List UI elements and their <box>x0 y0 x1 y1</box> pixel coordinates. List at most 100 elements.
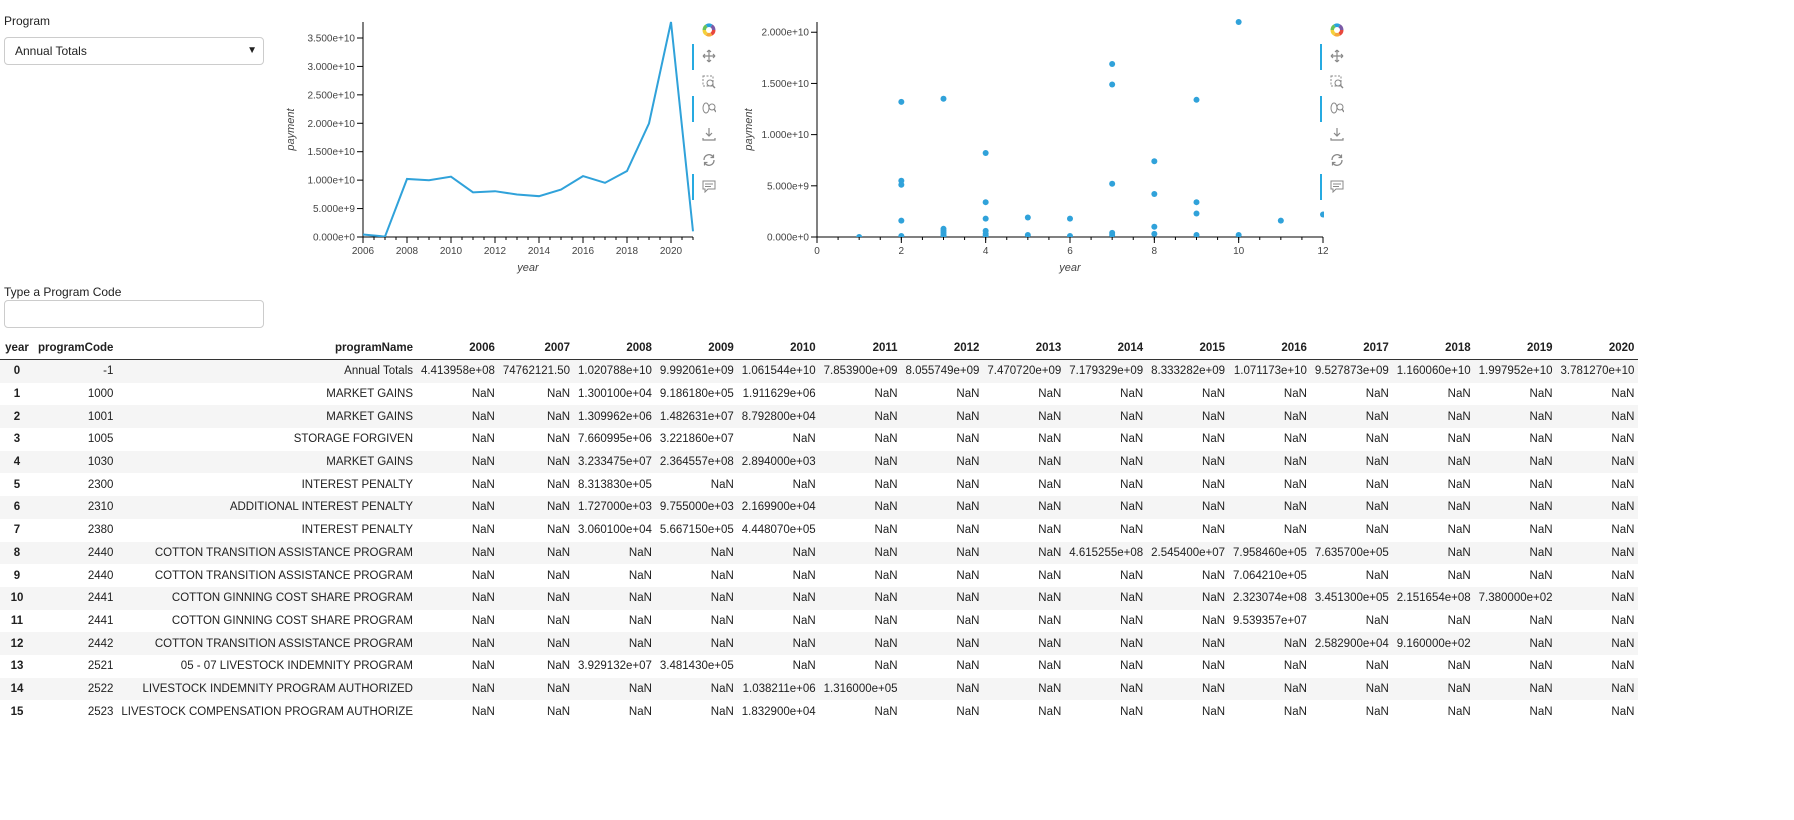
row-index: 15 <box>10 705 24 718</box>
column-header-2008[interactable]: 2008 <box>574 337 656 360</box>
table-cell: NaN <box>956 433 980 446</box>
scatter-chart[interactable]: 0 2 4 6 8 10 12 0.000e+0 5.000e+9 1.000e+10 1.500e… <box>738 12 1328 280</box>
line-chart[interactable]: 2006 2008 2010 2012 2014 2016 2018 2020 0.000e+0… <box>280 12 700 280</box>
table-cell: NaN <box>547 433 571 446</box>
row-index: 5 <box>13 478 21 491</box>
data-table[interactable]: year programCode programName 2006 2007 2008 20… <box>0 337 1794 820</box>
table-cell: NaN <box>628 569 652 582</box>
y-tick-label: 5.000e+9 <box>313 204 355 215</box>
column-header-2018[interactable]: 2018 <box>1392 337 1475 360</box>
table-cell: NaN <box>1611 410 1635 423</box>
table-cell: NaN <box>628 614 652 627</box>
table-cell: 1.061544e+10 <box>741 365 816 378</box>
scatter-point <box>1151 158 1158 165</box>
table-cell: NaN <box>471 524 495 537</box>
column-header-2020[interactable]: 2020 <box>1556 337 1639 360</box>
column-header-programName[interactable]: programName <box>117 337 417 360</box>
pan-icon[interactable] <box>1320 44 1350 70</box>
scatter-point <box>940 95 947 102</box>
table-cell: 2.582900e+04 <box>1314 637 1389 650</box>
row-index: 7 <box>13 524 21 537</box>
column-header-2007[interactable]: 2007 <box>498 337 575 360</box>
x-tick-label: 2014 <box>528 246 551 257</box>
wheel-zoom-icon[interactable] <box>1320 96 1350 122</box>
table-cell: NaN <box>547 637 571 650</box>
column-header-2016[interactable]: 2016 <box>1229 337 1311 360</box>
x-tick-label: 6 <box>1067 246 1073 257</box>
column-header-2012[interactable]: 2012 <box>901 337 984 360</box>
chevron-down-icon[interactable]: ▼ <box>247 45 257 56</box>
scatter-point <box>1024 214 1031 221</box>
table-row: 12 2442 COTTON TRANSITION ASSISTANCE PROGR… <box>0 632 1639 655</box>
table-cell: NaN <box>628 705 652 718</box>
table-cell: NaN <box>874 660 898 673</box>
reset-icon[interactable] <box>1324 150 1350 172</box>
table-cell: NaN <box>1120 705 1144 718</box>
table-cell: NaN <box>628 637 652 650</box>
table-cell: 5.667150e+05 <box>659 524 734 537</box>
table-cell: 2.894000e+03 <box>741 456 816 469</box>
table-cell: INTEREST PENALTY <box>301 524 413 537</box>
column-header-2014[interactable]: 2014 <box>1065 337 1148 360</box>
save-icon[interactable] <box>696 124 722 146</box>
table-cell: NaN <box>547 388 571 401</box>
x-tick-label: 2008 <box>396 246 419 257</box>
column-header-2006[interactable]: 2006 <box>417 337 499 360</box>
scatter-point <box>856 234 863 237</box>
table-cell: NaN <box>1529 433 1553 446</box>
table-cell: NaN <box>874 592 898 605</box>
table-cell: 2300 <box>87 478 114 491</box>
table-cell: 2.364557e+08 <box>659 456 734 469</box>
column-header-2017[interactable]: 2017 <box>1310 337 1393 360</box>
table-cell: NaN <box>1611 546 1635 559</box>
column-header-2010[interactable]: 2010 <box>737 337 820 360</box>
scatter-point <box>1193 210 1200 217</box>
active-tool-indicator <box>1320 174 1322 200</box>
table-row: 1 1000 MARKET GAINS NaN NaN 1.300100e+04 9.186… <box>0 383 1638 406</box>
wheel-zoom-icon[interactable] <box>692 96 722 122</box>
table-cell: NaN <box>1447 569 1471 582</box>
program-select[interactable]: Annual Totals ▼ <box>4 37 264 65</box>
box-zoom-icon[interactable] <box>1324 72 1350 94</box>
table-cell: NaN <box>1365 388 1389 401</box>
table-cell: NaN <box>1038 478 1062 491</box>
table-cell: NaN <box>1038 705 1062 718</box>
column-header-year[interactable]: year <box>0 337 34 360</box>
table-cell: NaN <box>874 501 898 514</box>
table-cell: 1.482631e+07 <box>659 410 734 423</box>
table-cell: 7.470720e+09 <box>987 365 1062 378</box>
column-header-2009[interactable]: 2009 <box>655 337 738 360</box>
table-cell: NaN <box>471 637 495 650</box>
program-code-input[interactable] <box>4 300 264 328</box>
table-cell: NaN <box>874 478 898 491</box>
table-cell: NaN <box>471 569 495 582</box>
column-header-2011[interactable]: 2011 <box>819 337 902 360</box>
table-cell: NaN <box>1529 456 1553 469</box>
column-header-2015[interactable]: 2015 <box>1147 337 1230 360</box>
table-cell: NaN <box>1447 410 1471 423</box>
table-cell: NaN <box>710 546 734 559</box>
box-zoom-icon[interactable] <box>696 72 722 94</box>
table-cell: NaN <box>1447 524 1471 537</box>
hover-icon[interactable] <box>692 174 722 200</box>
column-header-programCode[interactable]: programCode <box>34 337 118 360</box>
column-header-2019[interactable]: 2019 <box>1474 337 1557 360</box>
table-cell: NaN <box>1202 660 1226 673</box>
table-cell: ADDITIONAL INTEREST PENALTY <box>229 501 413 514</box>
table-cell: NaN <box>1283 433 1307 446</box>
y-tick-label: 1.500e+10 <box>307 147 355 158</box>
table-cell: 1.727000e+03 <box>578 501 652 514</box>
table-cell: NaN <box>1038 524 1062 537</box>
reset-icon[interactable] <box>696 150 722 172</box>
column-header-2013[interactable]: 2013 <box>983 337 1066 360</box>
hover-icon[interactable] <box>1320 174 1350 200</box>
y-axis-label: payment <box>285 107 297 151</box>
table-cell: 9.527873e+09 <box>1314 365 1389 378</box>
table-cell: COTTON TRANSITION ASSISTANCE PROGRAM <box>154 637 413 650</box>
table-row: 0 -1 Annual Totals 4.413958e+08 74762121.50 1… <box>0 359 1639 383</box>
save-icon[interactable] <box>1324 124 1350 146</box>
pan-icon[interactable] <box>692 44 722 70</box>
table-cell: NaN <box>1283 478 1307 491</box>
table-cell: 05 - 07 LIVESTOCK INDEMNITY PROGRAM <box>180 660 413 673</box>
table-cell: NaN <box>710 592 734 605</box>
